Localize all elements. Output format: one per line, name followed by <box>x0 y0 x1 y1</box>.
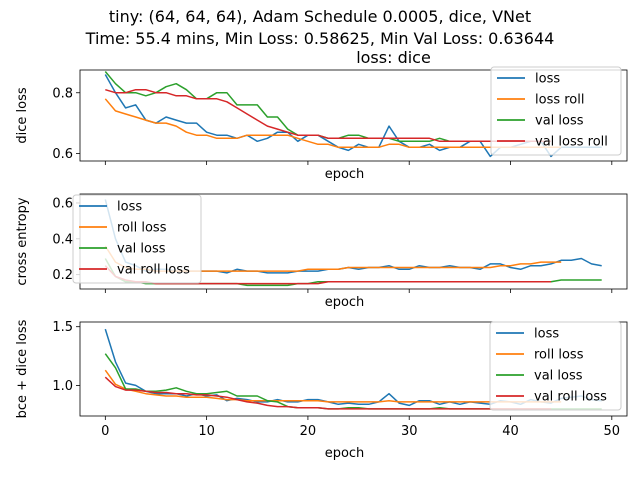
x-tick-label: 30 <box>401 424 418 439</box>
figure-title-line-2: Time: 55.4 mins, Min Loss: 0.58625, Min … <box>85 29 555 48</box>
series-line-val-roll-loss <box>104 265 551 285</box>
series-line-val-loss <box>104 71 501 143</box>
x-axis-label: epoch <box>325 295 365 310</box>
legend-box <box>489 321 622 411</box>
legend-label: roll loss <box>117 221 167 236</box>
figure-title-line-1: tiny: (64, 64, 64), Adam Schedule 0.0005… <box>108 7 532 26</box>
legend-box <box>490 66 622 156</box>
y-axis-label: cross entropy <box>15 197 30 285</box>
series-line-val-roll-loss <box>104 376 551 410</box>
legend-label: loss <box>534 327 559 342</box>
subplot-1: loss: dice 0.6 0.8 epoch dice loss loss loss r… <box>15 48 628 182</box>
legend-label: roll loss <box>534 348 584 363</box>
legend-label: loss roll <box>535 93 584 108</box>
y-tick-label: 0.6 <box>52 196 73 211</box>
subplot-title: loss: dice <box>356 48 431 67</box>
x-tick-label: 50 <box>604 424 621 439</box>
subplot-3: 1.0 1.5 0 10 20 30 40 50 epoch bce + dice loss los… <box>15 319 628 461</box>
series-line-roll-loss <box>104 369 562 403</box>
axes-frame <box>79 69 628 162</box>
legend-label: val loss roll <box>535 135 608 150</box>
legend-label: loss <box>117 200 142 215</box>
x-axis-label: epoch <box>325 167 365 182</box>
legend: loss roll loss val loss val roll loss <box>72 194 202 284</box>
legend-label: val loss <box>535 114 584 129</box>
y-tick-label: 0.8 <box>52 86 73 101</box>
legend-label: val loss <box>534 369 583 384</box>
series-line-loss-roll <box>104 98 562 149</box>
y-tick-label: 0.2 <box>52 268 73 283</box>
y-axis-label: dice loss <box>15 87 30 143</box>
y-axis-label: bce + dice loss <box>15 319 30 418</box>
x-tick-label: 20 <box>300 424 317 439</box>
y-tick-label: 1.0 <box>52 379 73 394</box>
legend: loss roll loss val loss val roll loss <box>489 321 622 411</box>
x-tick-label: 0 <box>101 424 109 439</box>
y-tick-label: 1.5 <box>52 320 73 335</box>
x-tick-label: 40 <box>502 424 519 439</box>
x-tick-label: 10 <box>198 424 215 439</box>
legend-label: val roll loss <box>534 390 607 405</box>
legend-label: val roll loss <box>117 263 190 278</box>
legend: loss loss roll val loss val loss roll <box>490 66 622 156</box>
y-tick-label: 0.4 <box>52 232 73 247</box>
legend-label: loss <box>535 72 560 87</box>
x-axis-label: epoch <box>325 446 365 461</box>
subplot-2: 0.2 0.4 0.6 epoch cross entropy loss roll loss… <box>15 193 628 310</box>
legend-box <box>72 194 202 284</box>
axes-frame <box>79 321 628 417</box>
y-tick-label: 0.6 <box>52 147 73 162</box>
legend-label: val loss <box>117 242 166 257</box>
series-line-val-loss-roll <box>105 88 551 143</box>
